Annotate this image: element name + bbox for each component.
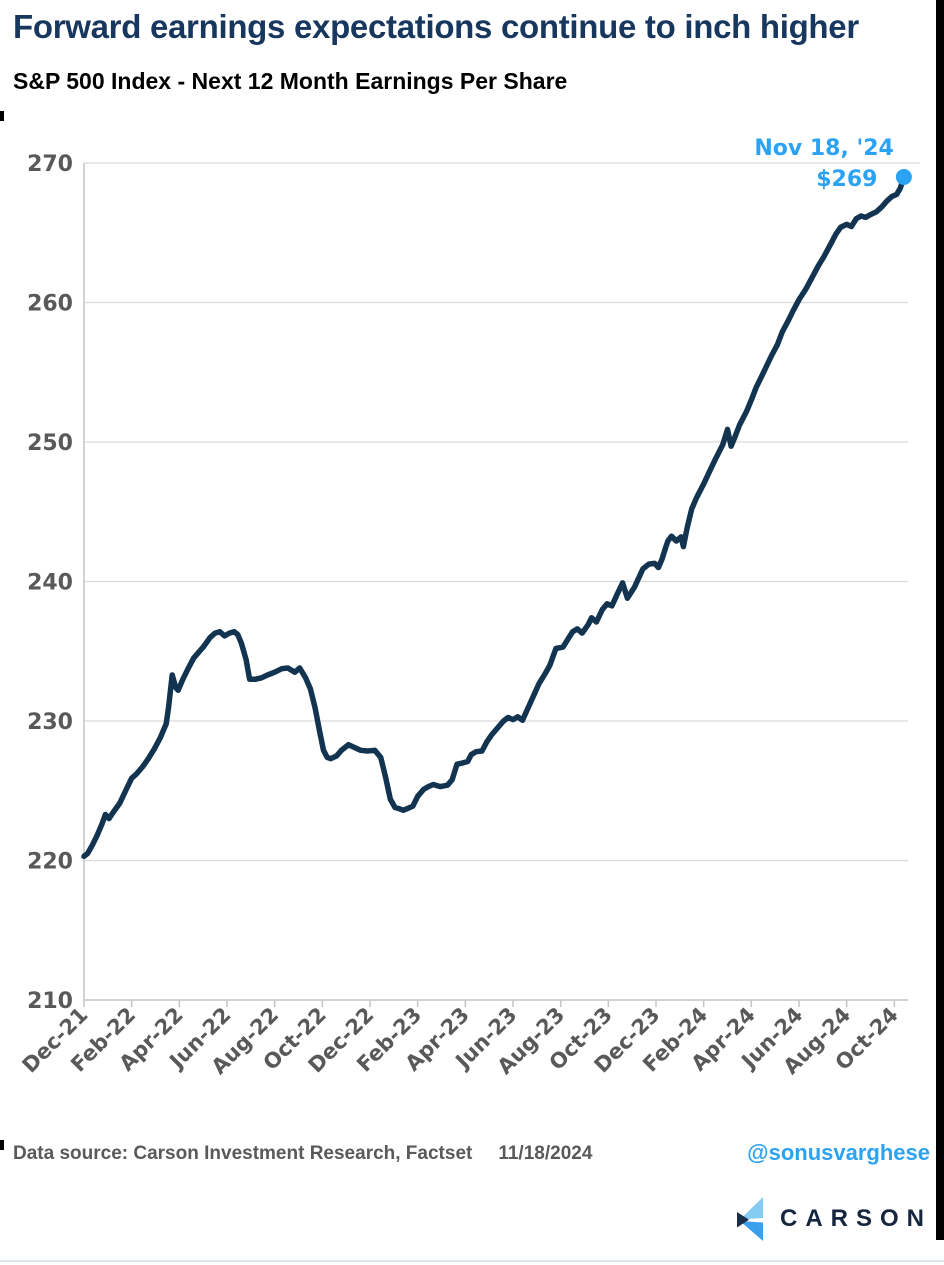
data-source-label: Data source: Carson Investment Research,… (13, 1143, 473, 1164)
logo-arrow (736, 1212, 749, 1228)
page-title: Forward earnings expectations continue t… (13, 8, 859, 45)
latest-point-marker (895, 168, 912, 185)
y-tick-label-220: 220 (27, 850, 73, 875)
twitter-handle[interactable]: @sonusvarghese (747, 1140, 930, 1165)
data-source: Data source: Carson Investment Research,… (13, 1143, 592, 1165)
chart-subtitle: S&P 500 Index - Next 12 Month Earnings P… (13, 68, 568, 94)
screenshot-edge-artifact (0, 1140, 4, 1150)
carson-logo-text: CARSON (779, 1205, 932, 1232)
screenshot-edge-artifact (0, 111, 4, 121)
y-tick-label-240: 240 (27, 571, 73, 596)
y-tick-label-270: 270 (27, 152, 73, 177)
annotation-value: $269 (816, 167, 877, 192)
carson-logo-icon (736, 1197, 763, 1241)
carson-logo: CARSON (736, 1196, 932, 1242)
y-tick-label-260: 260 (27, 292, 73, 317)
annotation-date: Nov 18, '24 (754, 136, 894, 161)
data-source-date: 11/18/2024 (498, 1143, 593, 1164)
logo-bottom-wing (739, 1221, 763, 1241)
y-tick-label-250: 250 (27, 431, 73, 456)
logo-top-wing (739, 1197, 763, 1220)
y-tick-label-230: 230 (27, 710, 73, 735)
bottom-divider (0, 1260, 944, 1262)
y-tick-label-210: 210 (27, 989, 73, 1014)
screenshot-right-border (936, 0, 944, 1240)
eps-line-series (81, 174, 907, 860)
